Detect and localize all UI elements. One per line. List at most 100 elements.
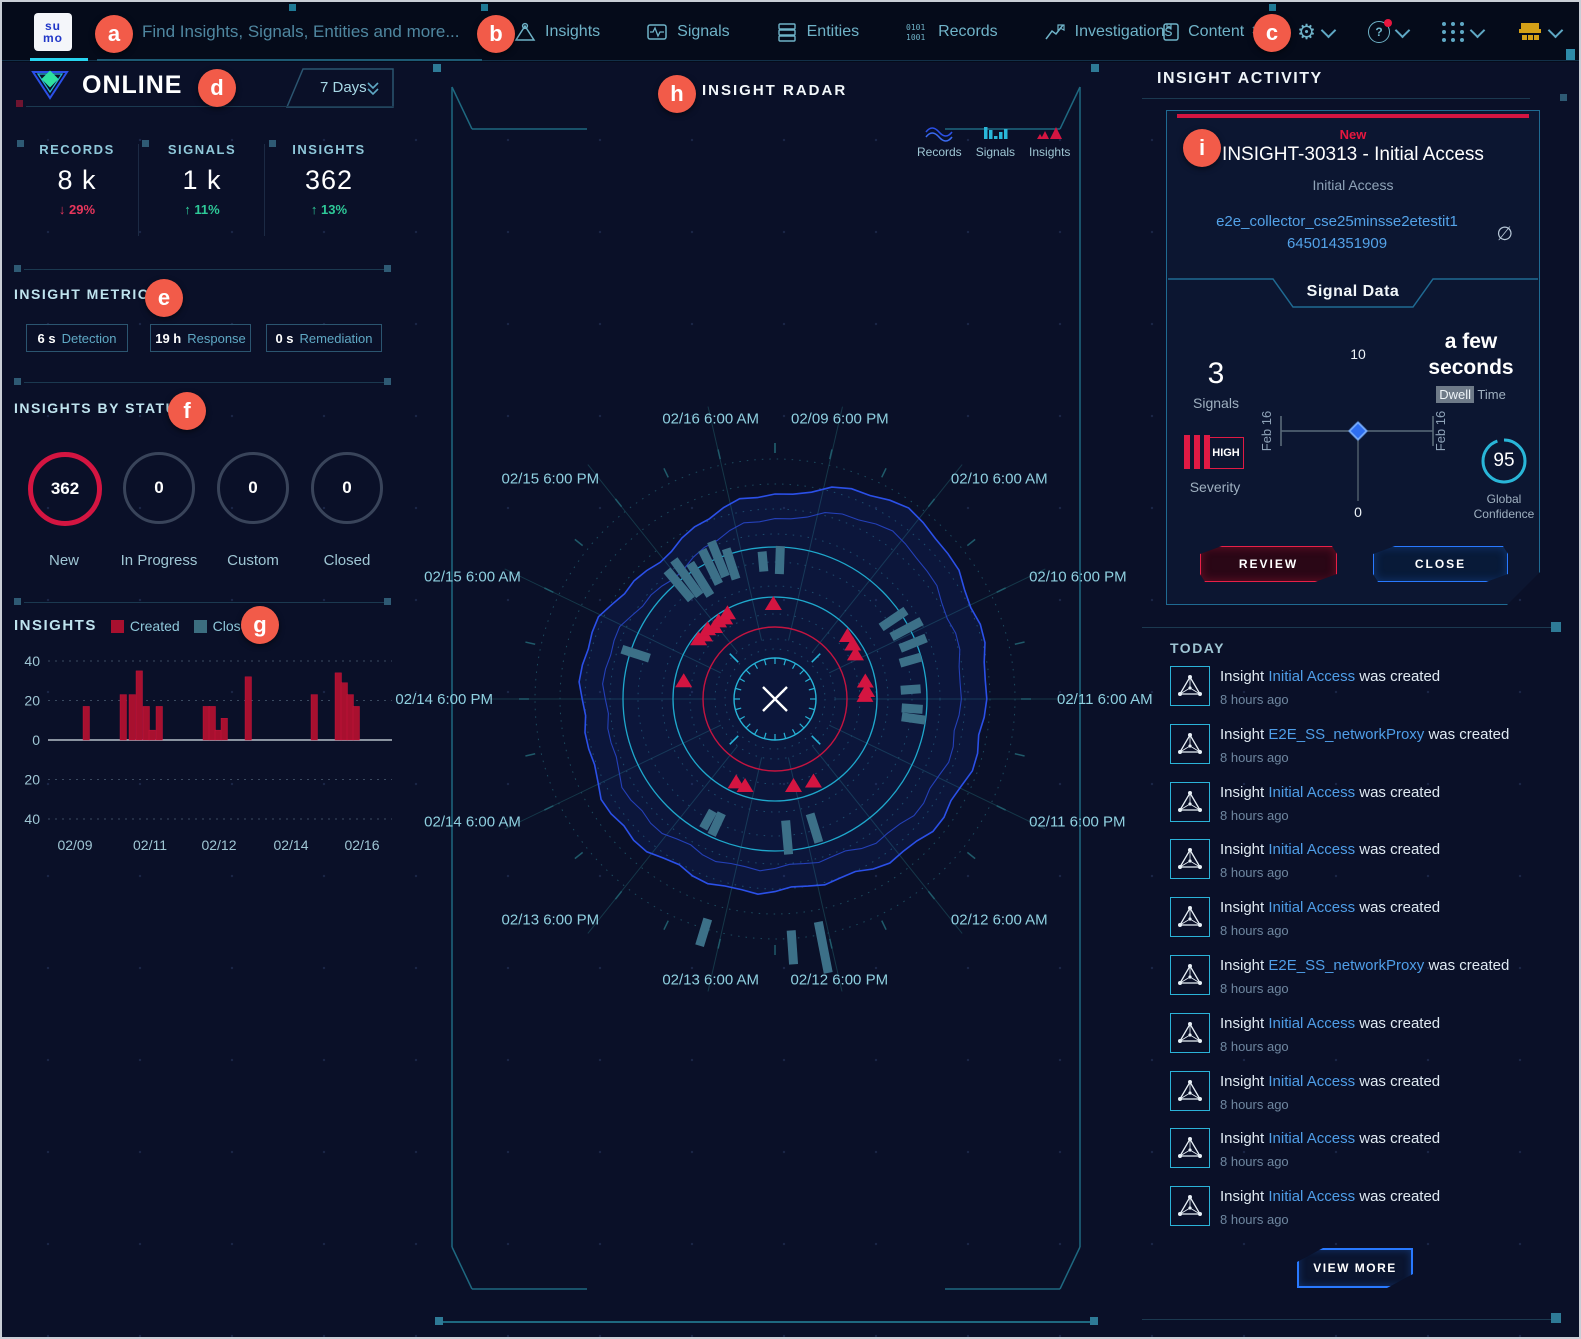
severity: HIGH Severity: [1184, 435, 1246, 495]
signals-count: 3 Signals: [1193, 357, 1239, 411]
dwell-chip: Dwell: [1436, 386, 1474, 403]
nav-item-entities[interactable]: Entities: [776, 22, 859, 42]
stat-records: RECORDS 8 k ↓ 29%: [17, 140, 137, 217]
nav-item-records[interactable]: 0101 1001 Records: [905, 22, 998, 42]
status-circle-in-progress[interactable]: 0: [123, 452, 195, 524]
grid-icon: [1442, 22, 1465, 42]
today-title: TODAY: [1170, 640, 1225, 656]
svg-text:02/09 6:00 PM: 02/09 6:00 PM: [791, 410, 889, 427]
activity-text: Insight Initial Access was created: [1220, 668, 1441, 685]
signal-timeline-chart: 10 0 Feb 16 Feb 16: [1259, 346, 1448, 520]
activity-text: Insight Initial Access was created: [1220, 1188, 1441, 1206]
bars-icon: [978, 124, 1012, 142]
insight-triangle-icon: [1170, 1186, 1210, 1227]
rule-link[interactable]: Initial Access: [1268, 899, 1356, 917]
nav-label: Insights: [545, 23, 601, 40]
account-menu[interactable]: [1517, 21, 1564, 43]
rule-link[interactable]: Initial Access: [1268, 841, 1356, 859]
insights-by-status-title: INSIGHTS BY STATUS: [14, 400, 189, 416]
rule-link[interactable]: Initial Access: [1268, 1072, 1356, 1090]
activity-list-item[interactable]: Insight E2E_SS_networkProxy was created 8…: [1170, 955, 1550, 1003]
decor-square: [1551, 622, 1561, 632]
app-logo[interactable]: su mo: [34, 13, 72, 51]
stat-label: RECORDS: [39, 142, 115, 157]
annotation-badge-e: e: [145, 279, 183, 317]
rule-link[interactable]: Initial Access: [1268, 1188, 1356, 1206]
stat-delta: ↑ 13%: [310, 202, 348, 217]
activity-list-item[interactable]: Insight Initial Access was created 8 hour…: [1170, 1012, 1550, 1061]
help-icon: ?: [1368, 19, 1392, 43]
nav-item-insights[interactable]: Insights: [514, 22, 600, 42]
divider: [24, 382, 386, 383]
radar-insight-points: [675, 596, 876, 793]
wave-icon: [922, 124, 956, 142]
annotation-badge-h: h: [658, 75, 696, 113]
settings-menu[interactable]: ⚙: [1297, 22, 1337, 43]
legend-swatch: [193, 619, 207, 633]
rule-link[interactable]: E2E_SS_networkProxy: [1268, 957, 1425, 974]
svg-text:02/10 6:00 PM: 02/10 6:00 PM: [1029, 569, 1127, 586]
activity-time: 8 hours ago: [1220, 981, 1289, 996]
divider: [1142, 1319, 1554, 1320]
view-more-button[interactable]: VIEW MORE: [1297, 1248, 1413, 1288]
status-label: New: [48, 552, 79, 569]
nav-item-signals[interactable]: Signals: [646, 22, 730, 42]
activity-list-item[interactable]: Insight Initial Access was created 8 hour…: [1170, 839, 1550, 887]
help-menu[interactable]: ?: [1368, 19, 1411, 43]
rule-link[interactable]: Initial Access: [1268, 1014, 1356, 1032]
insight-title: INSIGHT-30313 - Initial Access: [1222, 144, 1484, 165]
app-switcher-menu[interactable]: [1442, 22, 1486, 42]
entity-link[interactable]: e2e_collector_cse25minsse2etestit1 64501…: [1216, 213, 1458, 252]
nav-item-investigations[interactable]: Investigations: [1044, 22, 1173, 42]
content-label: Content: [1188, 23, 1245, 40]
rule-link[interactable]: E2E_SS_networkProxy: [1268, 725, 1425, 743]
insights-created-closed-chart: 40 20 0 20 40 02/09 02/11 02/12 02/14 02/16: [24, 653, 392, 853]
logo-accent-line: [30, 58, 88, 61]
insight-triangle-icon: [1170, 897, 1210, 938]
radar-signal-bars: [620, 539, 928, 974]
annotation-badge-b: b: [477, 15, 515, 53]
activity-list-item[interactable]: Insight Initial Access was created 8 hour…: [1170, 1128, 1550, 1176]
content-menu[interactable]: Content: [1161, 22, 1263, 42]
insight-triangle-icon: [1170, 781, 1210, 822]
time-range-select[interactable]: 7 Days: [286, 68, 394, 108]
insight-triangle-icon: [1170, 1012, 1210, 1053]
activity-list-item[interactable]: Insight E2E_SS_networkProxy was created 8…: [1170, 723, 1550, 772]
activity-list-item[interactable]: Insight Initial Access was created 8 hour…: [1170, 781, 1550, 830]
chevron-down-icon: [1394, 22, 1411, 38]
activity-list-item[interactable]: Insight Initial Access was created 8 hour…: [1170, 1186, 1550, 1234]
stat-label: INSIGHTS: [292, 142, 366, 157]
status-circle-closed[interactable]: 0: [311, 452, 383, 524]
rule-link[interactable]: Initial Access: [1268, 668, 1356, 685]
review-button[interactable]: REVIEW: [1200, 546, 1337, 582]
activity-list-item[interactable]: Insight Initial Access was created 8 hour…: [1170, 1070, 1550, 1119]
notification-dot: [1384, 19, 1392, 27]
activity-list-item[interactable]: Insight Initial Access was created 8 hour…: [1170, 897, 1550, 945]
divider: [26, 106, 394, 107]
insight-card[interactable]: New INSIGHT-30313 - Initial Access Initi…: [1166, 110, 1540, 605]
nav-label: Investigations: [1074, 23, 1173, 40]
triangles-icon: [1033, 124, 1067, 142]
activity-text: Insight E2E_SS_networkProxy was created: [1220, 957, 1510, 974]
status-circle-custom[interactable]: 0: [217, 452, 289, 524]
tab-signal-data[interactable]: Signal Data: [1306, 283, 1400, 300]
activity-list-item[interactable]: Insight Initial Access was created 8 hour…: [1170, 666, 1550, 714]
logo-text: su: [44, 19, 61, 33]
rule-link[interactable]: Initial Access: [1268, 783, 1356, 801]
global-confidence: 95 Global Confidence: [1473, 437, 1535, 522]
radar-title: INSIGHT RADAR: [702, 82, 848, 99]
close-button[interactable]: CLOSE: [1373, 546, 1508, 582]
rule-link[interactable]: Initial Access: [1268, 1130, 1356, 1148]
chevron-down-icon: [1320, 22, 1337, 38]
svg-text:02/12 6:00 AM: 02/12 6:00 AM: [951, 911, 1048, 928]
global-search-input[interactable]: [140, 16, 484, 48]
divider: [1142, 98, 1530, 99]
stat-label: SIGNALS: [167, 142, 237, 157]
annotation-badge-i: i: [1183, 129, 1221, 167]
insight-triangle-icon: [1170, 723, 1210, 764]
svg-text:02/11: 02/11: [133, 837, 167, 853]
stat-signals: SIGNALS 1 k ↑ 11%: [142, 140, 262, 217]
svg-text:1001: 1001: [906, 33, 925, 42]
status-circle-new[interactable]: 362: [28, 452, 102, 526]
